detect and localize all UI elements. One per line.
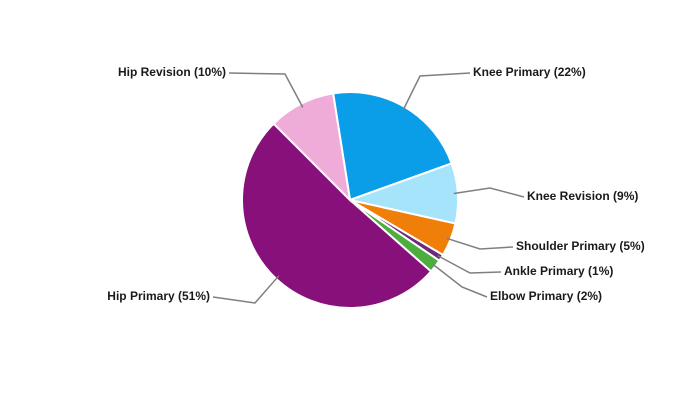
leader-line bbox=[446, 237, 514, 250]
leader-line bbox=[437, 255, 502, 274]
leader-line bbox=[453, 187, 525, 198]
leader-line bbox=[212, 275, 280, 304]
data-label: Elbow Primary (2%) bbox=[490, 289, 602, 303]
data-label: Knee Revision (9%) bbox=[527, 189, 638, 203]
data-label: Knee Primary (22%) bbox=[473, 65, 586, 79]
leader-line bbox=[402, 72, 471, 111]
leader-line bbox=[431, 263, 488, 298]
data-label: Shoulder Primary (5%) bbox=[516, 239, 645, 253]
leader-line bbox=[228, 72, 304, 108]
data-label: Hip Primary (51%) bbox=[107, 289, 210, 303]
data-label: Ankle Primary (1%) bbox=[504, 264, 613, 278]
data-label: Hip Revision (10%) bbox=[118, 65, 226, 79]
